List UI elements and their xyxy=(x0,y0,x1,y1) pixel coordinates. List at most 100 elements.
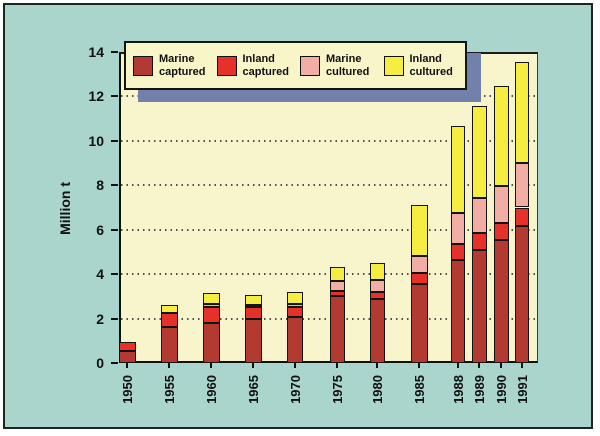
y-tick-0 xyxy=(111,362,118,364)
bar-1980-marine-cultured xyxy=(369,279,385,292)
bar-1989-inland-cultured xyxy=(471,106,487,198)
y-tick-8 xyxy=(111,184,118,187)
bar-1970-marine-cultured xyxy=(287,304,303,308)
x-tick-label-1990: 1990 xyxy=(491,368,511,410)
bar-1988-marine-captured xyxy=(451,259,465,363)
bar-1988-inland-cultured xyxy=(451,126,465,214)
y-tick-label-14: 14 xyxy=(88,44,104,60)
bar-1988-marine-cultured xyxy=(451,213,465,245)
bar-1955-inland-cultured xyxy=(160,305,178,313)
bar-1991-marine-captured xyxy=(515,226,529,363)
x-tick-1988 xyxy=(457,363,459,368)
y-tick-4 xyxy=(111,273,118,276)
bar-1990-marine-cultured xyxy=(493,186,509,224)
bar-1970-inland-cultured xyxy=(287,291,303,305)
x-tick-label-text: 1955 xyxy=(161,374,177,404)
bar-1989-marine-captured xyxy=(471,249,487,363)
legend-swatch-inland-captured xyxy=(216,55,237,76)
x-tick-label-text: 1989 xyxy=(471,374,487,404)
x-tick-label-1988: 1988 xyxy=(448,368,468,410)
x-tick-label-1985: 1985 xyxy=(409,368,429,410)
gridline-10 xyxy=(121,139,537,142)
bar-1975-marine-captured xyxy=(329,296,345,363)
bar-1970-marine-captured xyxy=(287,317,303,363)
gridline-6 xyxy=(121,228,537,231)
bar-1965-inland-cultured xyxy=(244,295,262,306)
bar-1991-inland-cultured xyxy=(515,61,529,164)
x-tick-1975 xyxy=(336,363,338,368)
bar-1988-inland-captured xyxy=(451,244,465,260)
legend-label: Marine cultured xyxy=(326,52,370,78)
bar-1980-inland-cultured xyxy=(369,263,385,280)
legend-swatch-inland-cultured xyxy=(383,55,404,76)
bar-1985-inland-cultured xyxy=(410,205,428,257)
bar-1985-marine-cultured xyxy=(410,256,428,274)
y-tick-label-10: 10 xyxy=(88,132,104,149)
bar-1960-marine-captured xyxy=(202,323,220,363)
bar-1989-inland-captured xyxy=(471,233,487,250)
legend-swatch-marine-captured xyxy=(133,55,153,76)
legend-swatch-marine-cultured xyxy=(300,55,320,76)
legend-item-marine-captured: Marine captured xyxy=(133,53,208,79)
x-tick-label-text: 1960 xyxy=(203,374,219,404)
x-tick-label-text: 1970 xyxy=(287,374,303,404)
x-tick-1950 xyxy=(126,363,128,368)
bar-1960-inland-captured xyxy=(202,307,220,323)
bar-1991-marine-cultured xyxy=(515,163,529,208)
legend-item-marine-cultured: Marine cultured xyxy=(300,53,375,79)
bar-1990-inland-captured xyxy=(493,223,509,240)
bar-1985-marine-captured xyxy=(410,284,428,363)
x-tick-label-text: 1980 xyxy=(369,374,385,404)
legend-item-inland-cultured: Inland cultured xyxy=(383,53,459,79)
bar-1985-inland-captured xyxy=(410,273,428,285)
bar-1970-inland-captured xyxy=(287,307,303,318)
gridline-8 xyxy=(121,184,537,187)
x-tick-label-text: 1988 xyxy=(450,374,466,404)
y-tick-14 xyxy=(111,51,118,53)
x-tick-label-text: 1965 xyxy=(245,374,261,404)
bar-1990-marine-captured xyxy=(493,239,509,363)
bar-1960-marine-cultured xyxy=(202,304,220,308)
y-tick-label-8: 8 xyxy=(96,177,104,194)
bar-1960-inland-cultured xyxy=(202,293,220,305)
bar-1950-inland-captured xyxy=(118,341,136,351)
x-tick-label-text: 1950 xyxy=(119,374,135,404)
plot-area xyxy=(119,52,538,363)
bar-1965-marine-captured xyxy=(244,318,262,363)
bar-1980-inland-captured xyxy=(369,291,385,299)
x-tick-1991 xyxy=(521,363,523,368)
x-tick-1970 xyxy=(294,363,296,368)
x-tick-label-1980: 1980 xyxy=(367,368,387,410)
gridline-4 xyxy=(121,273,537,276)
x-tick-1989 xyxy=(478,363,480,368)
x-tick-1990 xyxy=(500,363,502,368)
x-tick-label-text: 1985 xyxy=(411,374,427,404)
bar-1975-marine-cultured xyxy=(329,280,345,291)
bar-1991-inland-captured xyxy=(515,207,529,227)
bar-1950-marine-captured xyxy=(118,350,136,363)
bar-1990-inland-cultured xyxy=(493,86,509,187)
x-tick-label-1991: 1991 xyxy=(512,368,532,410)
y-tick-label-0: 0 xyxy=(96,355,104,371)
x-tick-1985 xyxy=(418,363,420,368)
y-tick-label-2: 2 xyxy=(96,310,104,327)
bar-1980-marine-captured xyxy=(369,298,385,363)
x-tick-label-text: 1990 xyxy=(493,374,509,404)
y-axis-title-text: Million t xyxy=(57,181,73,235)
bar-1955-inland-captured xyxy=(160,313,178,328)
legend-label: Marine captured xyxy=(159,52,206,78)
x-tick-1955 xyxy=(168,363,170,368)
x-tick-label-1960: 1960 xyxy=(201,368,221,410)
legend-item-inland-captured: Inland captured xyxy=(216,52,292,79)
y-axis-title: Million t xyxy=(52,153,78,263)
legend-label: Inland captured xyxy=(242,52,289,78)
y-tick-10 xyxy=(111,139,118,142)
x-tick-label-1975: 1975 xyxy=(327,368,347,410)
x-tick-label-1950: 1950 xyxy=(117,368,137,410)
y-tick-6 xyxy=(111,228,118,231)
bar-1975-inland-captured xyxy=(329,290,345,297)
legend: Marine captured Inland captured Marine cultur… xyxy=(124,41,467,90)
x-tick-label-text: 1991 xyxy=(514,374,530,404)
bar-1989-marine-cultured xyxy=(471,197,487,234)
